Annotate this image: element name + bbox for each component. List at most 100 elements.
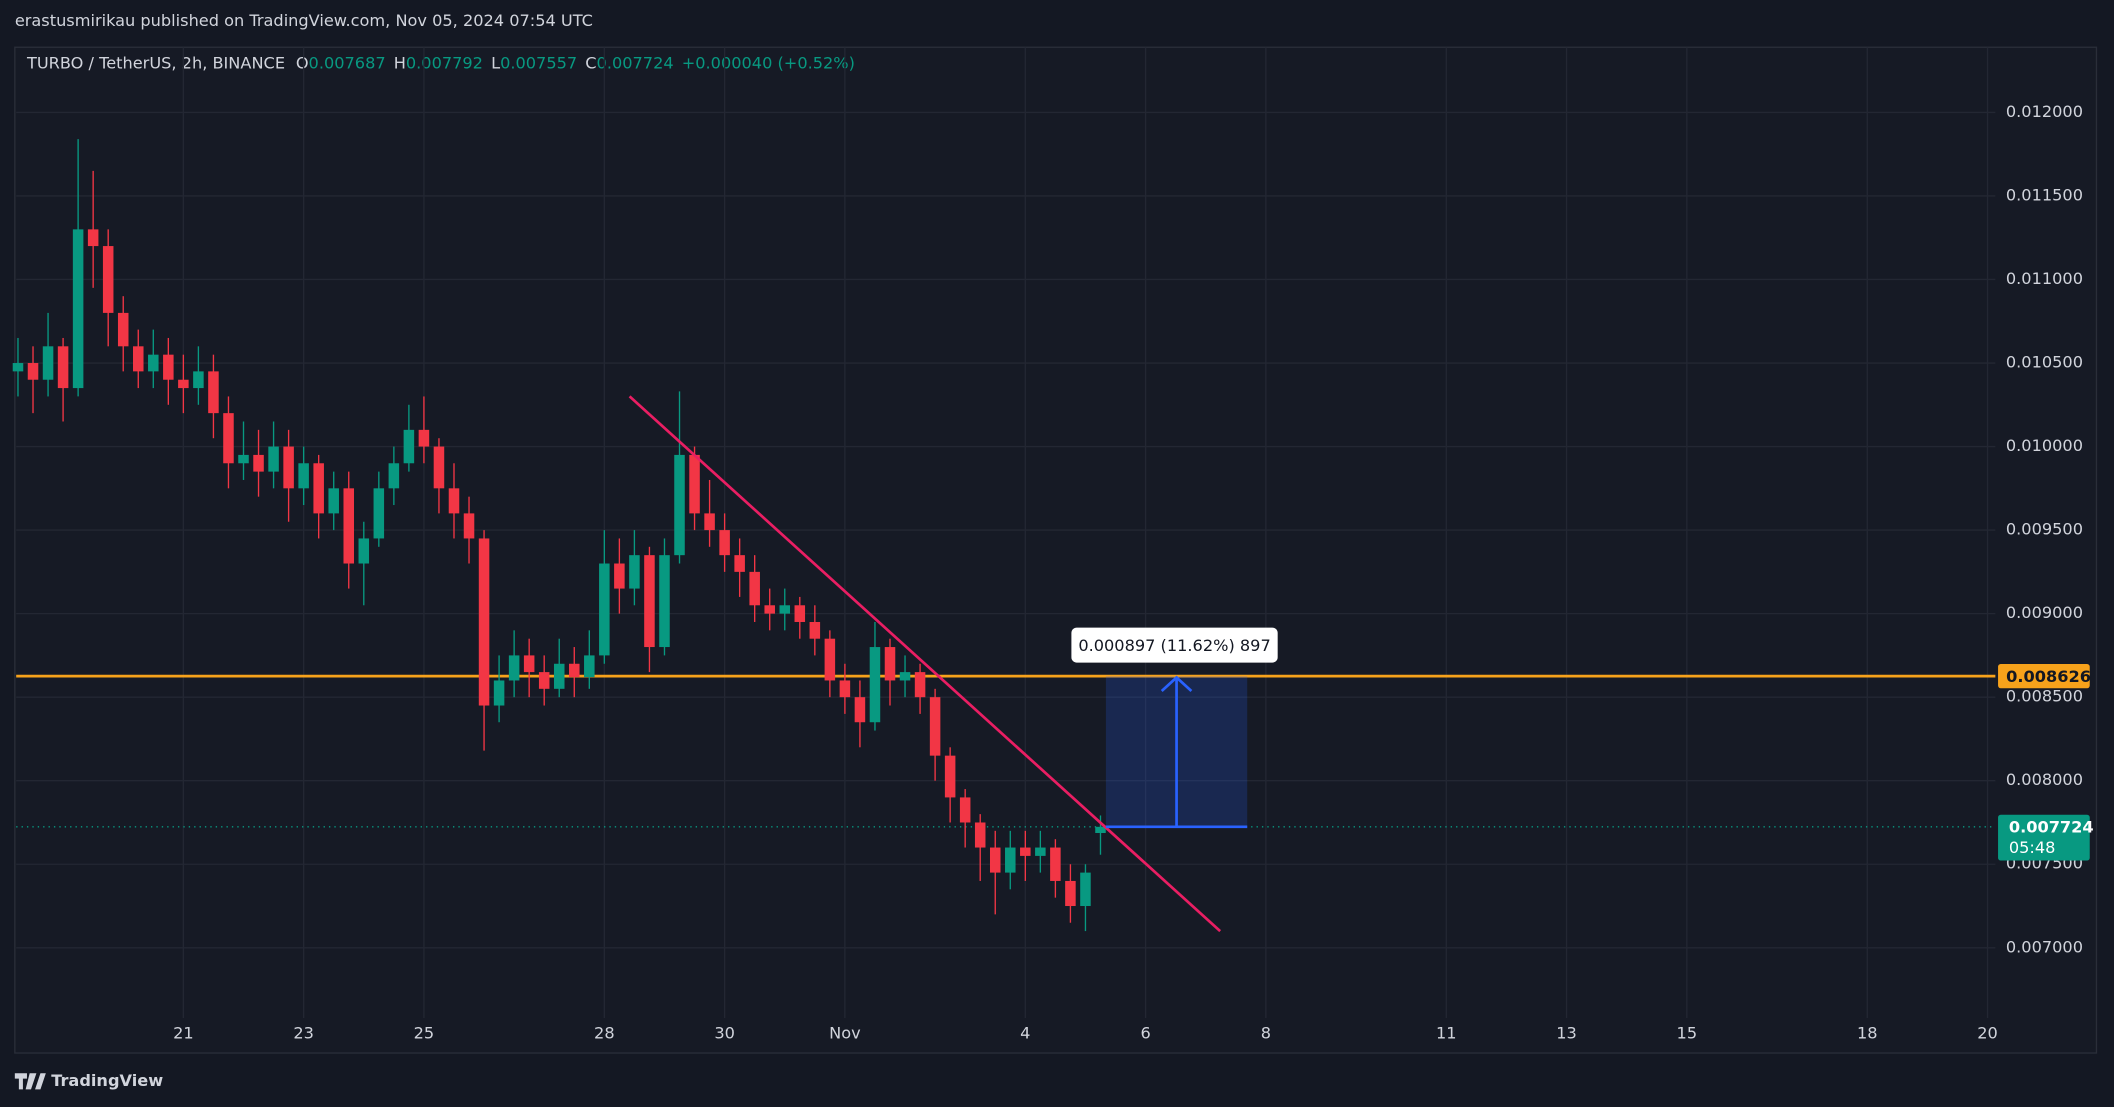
candle-body xyxy=(313,463,324,514)
measure-label-box xyxy=(1071,627,1278,663)
candle-body xyxy=(779,605,791,614)
candle-body xyxy=(448,488,460,514)
candle-body xyxy=(719,530,730,556)
candle-body xyxy=(298,463,309,489)
candle-body xyxy=(599,563,610,656)
candle-body xyxy=(629,555,640,589)
candle-body xyxy=(584,655,595,678)
candle-body xyxy=(824,638,836,681)
candle-body xyxy=(283,446,294,489)
x-tick-label: 8 xyxy=(1261,1024,1271,1043)
x-tick-label: 28 xyxy=(594,1024,615,1043)
candle-body xyxy=(914,672,926,698)
candle-body xyxy=(854,697,866,723)
chart-frame xyxy=(14,46,2098,1054)
candle-body xyxy=(929,697,941,756)
y-tick-label: 0.009000 xyxy=(2006,603,2083,622)
candle-body xyxy=(57,346,69,389)
legend-value: 0.007724 xyxy=(597,53,674,72)
legend-value: 0.007557 xyxy=(500,53,577,72)
candle-body xyxy=(87,229,99,247)
legend-label: H xyxy=(394,53,406,72)
candle-body xyxy=(208,371,219,414)
candle-body xyxy=(343,488,355,564)
candle-body xyxy=(403,429,415,464)
candle-body xyxy=(1050,847,1061,881)
candle-body xyxy=(899,672,911,681)
candle-body xyxy=(674,454,685,556)
candle-body xyxy=(689,454,700,514)
legend-value: 0.007792 xyxy=(406,53,483,72)
y-tick-label: 0.008500 xyxy=(2006,687,2083,706)
candle-body xyxy=(569,663,580,678)
x-tick-label: 30 xyxy=(714,1024,735,1043)
candle-body xyxy=(659,555,670,648)
candle-body xyxy=(553,663,565,689)
brand: TradingView xyxy=(51,1071,163,1090)
legend-label: C xyxy=(585,53,596,72)
brand-logo xyxy=(14,1073,46,1090)
x-tick-label: 13 xyxy=(1556,1024,1577,1043)
y-tick-label: 0.011500 xyxy=(2006,185,2083,204)
candle-body xyxy=(538,672,550,689)
candle-body xyxy=(1065,880,1076,907)
candle-body xyxy=(884,647,896,681)
legend-change: +0.000040 (+0.52%) xyxy=(682,53,855,72)
legend-label: L xyxy=(491,53,500,72)
x-tick-label: 20 xyxy=(1977,1024,1998,1043)
y-tick-label: 0.007000 xyxy=(2006,937,2083,956)
candle-body xyxy=(1020,847,1031,856)
candle-body xyxy=(12,363,24,372)
x-tick-label: 21 xyxy=(173,1024,194,1043)
candle-body xyxy=(373,488,385,539)
candle-body xyxy=(163,354,174,380)
candle-body xyxy=(749,571,760,606)
header: erastusmirikau published on TradingView.… xyxy=(15,11,593,30)
trend-line xyxy=(628,395,1222,933)
candle-body xyxy=(704,513,715,531)
candle-body xyxy=(268,446,279,472)
candle-body xyxy=(132,346,144,372)
level-label-box xyxy=(1998,663,2090,689)
candle-body xyxy=(809,621,821,639)
y-tick-label: 0.012000 xyxy=(2006,102,2083,121)
x-tick-label: 25 xyxy=(414,1024,435,1043)
legend-symbol: TURBO / TetherUS, 2h, BINANCE xyxy=(26,53,285,72)
candle-body xyxy=(463,513,475,539)
measure-label: 0.000897 (11.62%) 897 xyxy=(1078,636,1270,655)
candle-body xyxy=(764,605,775,614)
candle-body xyxy=(959,797,971,823)
candle-body xyxy=(1080,872,1091,907)
candle-body xyxy=(72,229,84,389)
candle-body xyxy=(388,463,400,489)
last-price-label: 0.007724 xyxy=(2009,818,2094,837)
candle-body xyxy=(478,538,490,706)
candle-body xyxy=(193,371,204,389)
candle-body xyxy=(644,555,655,648)
candle-body xyxy=(1095,826,1106,834)
candle-body xyxy=(974,822,986,848)
candle-body xyxy=(869,647,881,723)
candle-body xyxy=(418,429,430,447)
candle-body xyxy=(1035,847,1046,856)
candle-body xyxy=(117,312,129,347)
x-tick-label: 11 xyxy=(1436,1024,1457,1043)
candle-body xyxy=(433,446,445,489)
candle-body xyxy=(238,454,249,464)
candle-body xyxy=(253,454,264,472)
y-tick-label: 0.010500 xyxy=(2006,353,2083,372)
candle-body xyxy=(148,354,159,372)
x-tick-label: Nov xyxy=(829,1024,861,1043)
y-tick-label: 0.011000 xyxy=(2006,269,2083,288)
candle-body xyxy=(523,655,535,673)
candle-body xyxy=(794,605,806,622)
candle-body xyxy=(1005,847,1016,873)
candle-body xyxy=(102,246,114,313)
candle-body xyxy=(614,563,625,589)
candle-body xyxy=(839,680,851,698)
x-tick-label: 4 xyxy=(1020,1024,1030,1043)
candle-body xyxy=(734,555,745,572)
candle-body xyxy=(42,346,54,380)
candle-body xyxy=(493,680,505,706)
candle-body xyxy=(328,488,339,514)
